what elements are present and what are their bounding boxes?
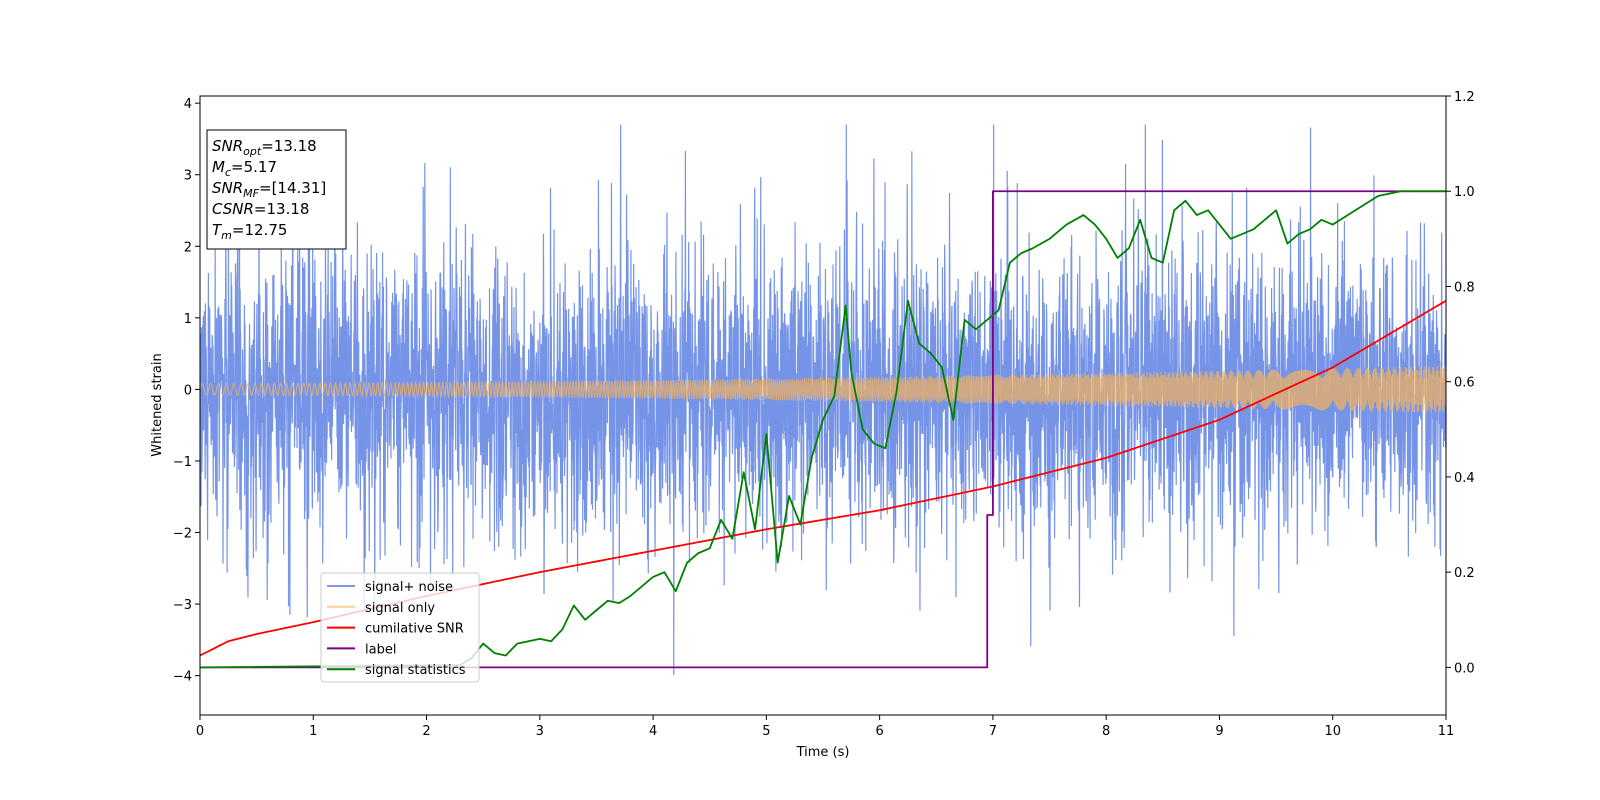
legend-label: signal only bbox=[365, 601, 435, 616]
y2-tick-label: 0.2 bbox=[1454, 566, 1475, 581]
label-line bbox=[200, 190, 1446, 669]
info-line: Mc=5.17 bbox=[212, 158, 277, 179]
y2-tick-label: 0.4 bbox=[1454, 471, 1475, 486]
x-tick-label: 11 bbox=[1438, 724, 1455, 739]
x-tick-label: 3 bbox=[536, 724, 544, 739]
info-line: SNRMF=[14.31] bbox=[212, 179, 326, 200]
x-tick-label: 5 bbox=[762, 724, 770, 739]
x-tick-label: 4 bbox=[649, 724, 657, 739]
y-tick-label: 2 bbox=[184, 240, 192, 255]
y-axis-left: −4 −3 −2 −1 0 1 2 3 4 bbox=[173, 97, 200, 685]
y2-tick-label: 0.0 bbox=[1454, 661, 1475, 676]
y-tick-label: −4 bbox=[173, 670, 192, 685]
x-axis: 0 1 2 3 4 5 6 7 8 9 10 11 bbox=[196, 715, 1454, 739]
plot-frame bbox=[199, 95, 1447, 716]
y-axis-label: Whitened strain bbox=[150, 353, 165, 456]
y2-tick-label: 1.0 bbox=[1454, 185, 1475, 200]
legend-frame bbox=[320, 572, 480, 683]
x-tick-label: 10 bbox=[1324, 724, 1341, 739]
x-tick-label: 9 bbox=[1215, 724, 1223, 739]
x-tick-label: 1 bbox=[309, 724, 317, 739]
x-tick-label: 2 bbox=[422, 724, 430, 739]
info-box: SNRopt=13.18Mc=5.17SNRMF=[14.31]CSNR=13.… bbox=[206, 129, 347, 250]
info-line: SNRopt=13.18 bbox=[212, 137, 317, 158]
x-tick-label: 8 bbox=[1102, 724, 1110, 739]
legend-label: signal statistics bbox=[365, 663, 466, 678]
y2-tick-label: 0.6 bbox=[1454, 376, 1475, 391]
x-tick-label: 0 bbox=[196, 724, 204, 739]
y2-tick-label: 1.2 bbox=[1454, 90, 1475, 105]
info-line: Tm=12.75 bbox=[212, 221, 287, 242]
info-box-frame bbox=[206, 129, 347, 250]
y-tick-label: −1 bbox=[173, 455, 192, 470]
y-axis-right: 0.0 0.2 0.4 0.6 0.8 1.0 1.2 bbox=[1446, 90, 1475, 676]
y-tick-label: 3 bbox=[184, 169, 192, 184]
x-tick-label: 6 bbox=[875, 724, 883, 739]
legend-label: signal+ noise bbox=[365, 580, 453, 595]
signal-only-line bbox=[200, 365, 1446, 413]
legend-label: label bbox=[365, 642, 396, 657]
y-tick-label: 1 bbox=[184, 312, 192, 327]
x-tick-label: 7 bbox=[989, 724, 997, 739]
info-line: CSNR=13.18 bbox=[212, 200, 309, 218]
x-axis-label: Time (s) bbox=[796, 745, 850, 760]
signal-statistics-line bbox=[200, 190, 1446, 669]
y-tick-label: 0 bbox=[184, 383, 192, 398]
y2-tick-label: 0.8 bbox=[1454, 280, 1475, 295]
y-tick-label: 4 bbox=[184, 97, 192, 112]
legend-label: cumilative SNR bbox=[365, 622, 464, 637]
y-tick-label: −3 bbox=[173, 598, 192, 613]
legend: signal+ noise signal only cumilative SNR la… bbox=[320, 572, 480, 683]
y-tick-label: −2 bbox=[173, 527, 192, 542]
